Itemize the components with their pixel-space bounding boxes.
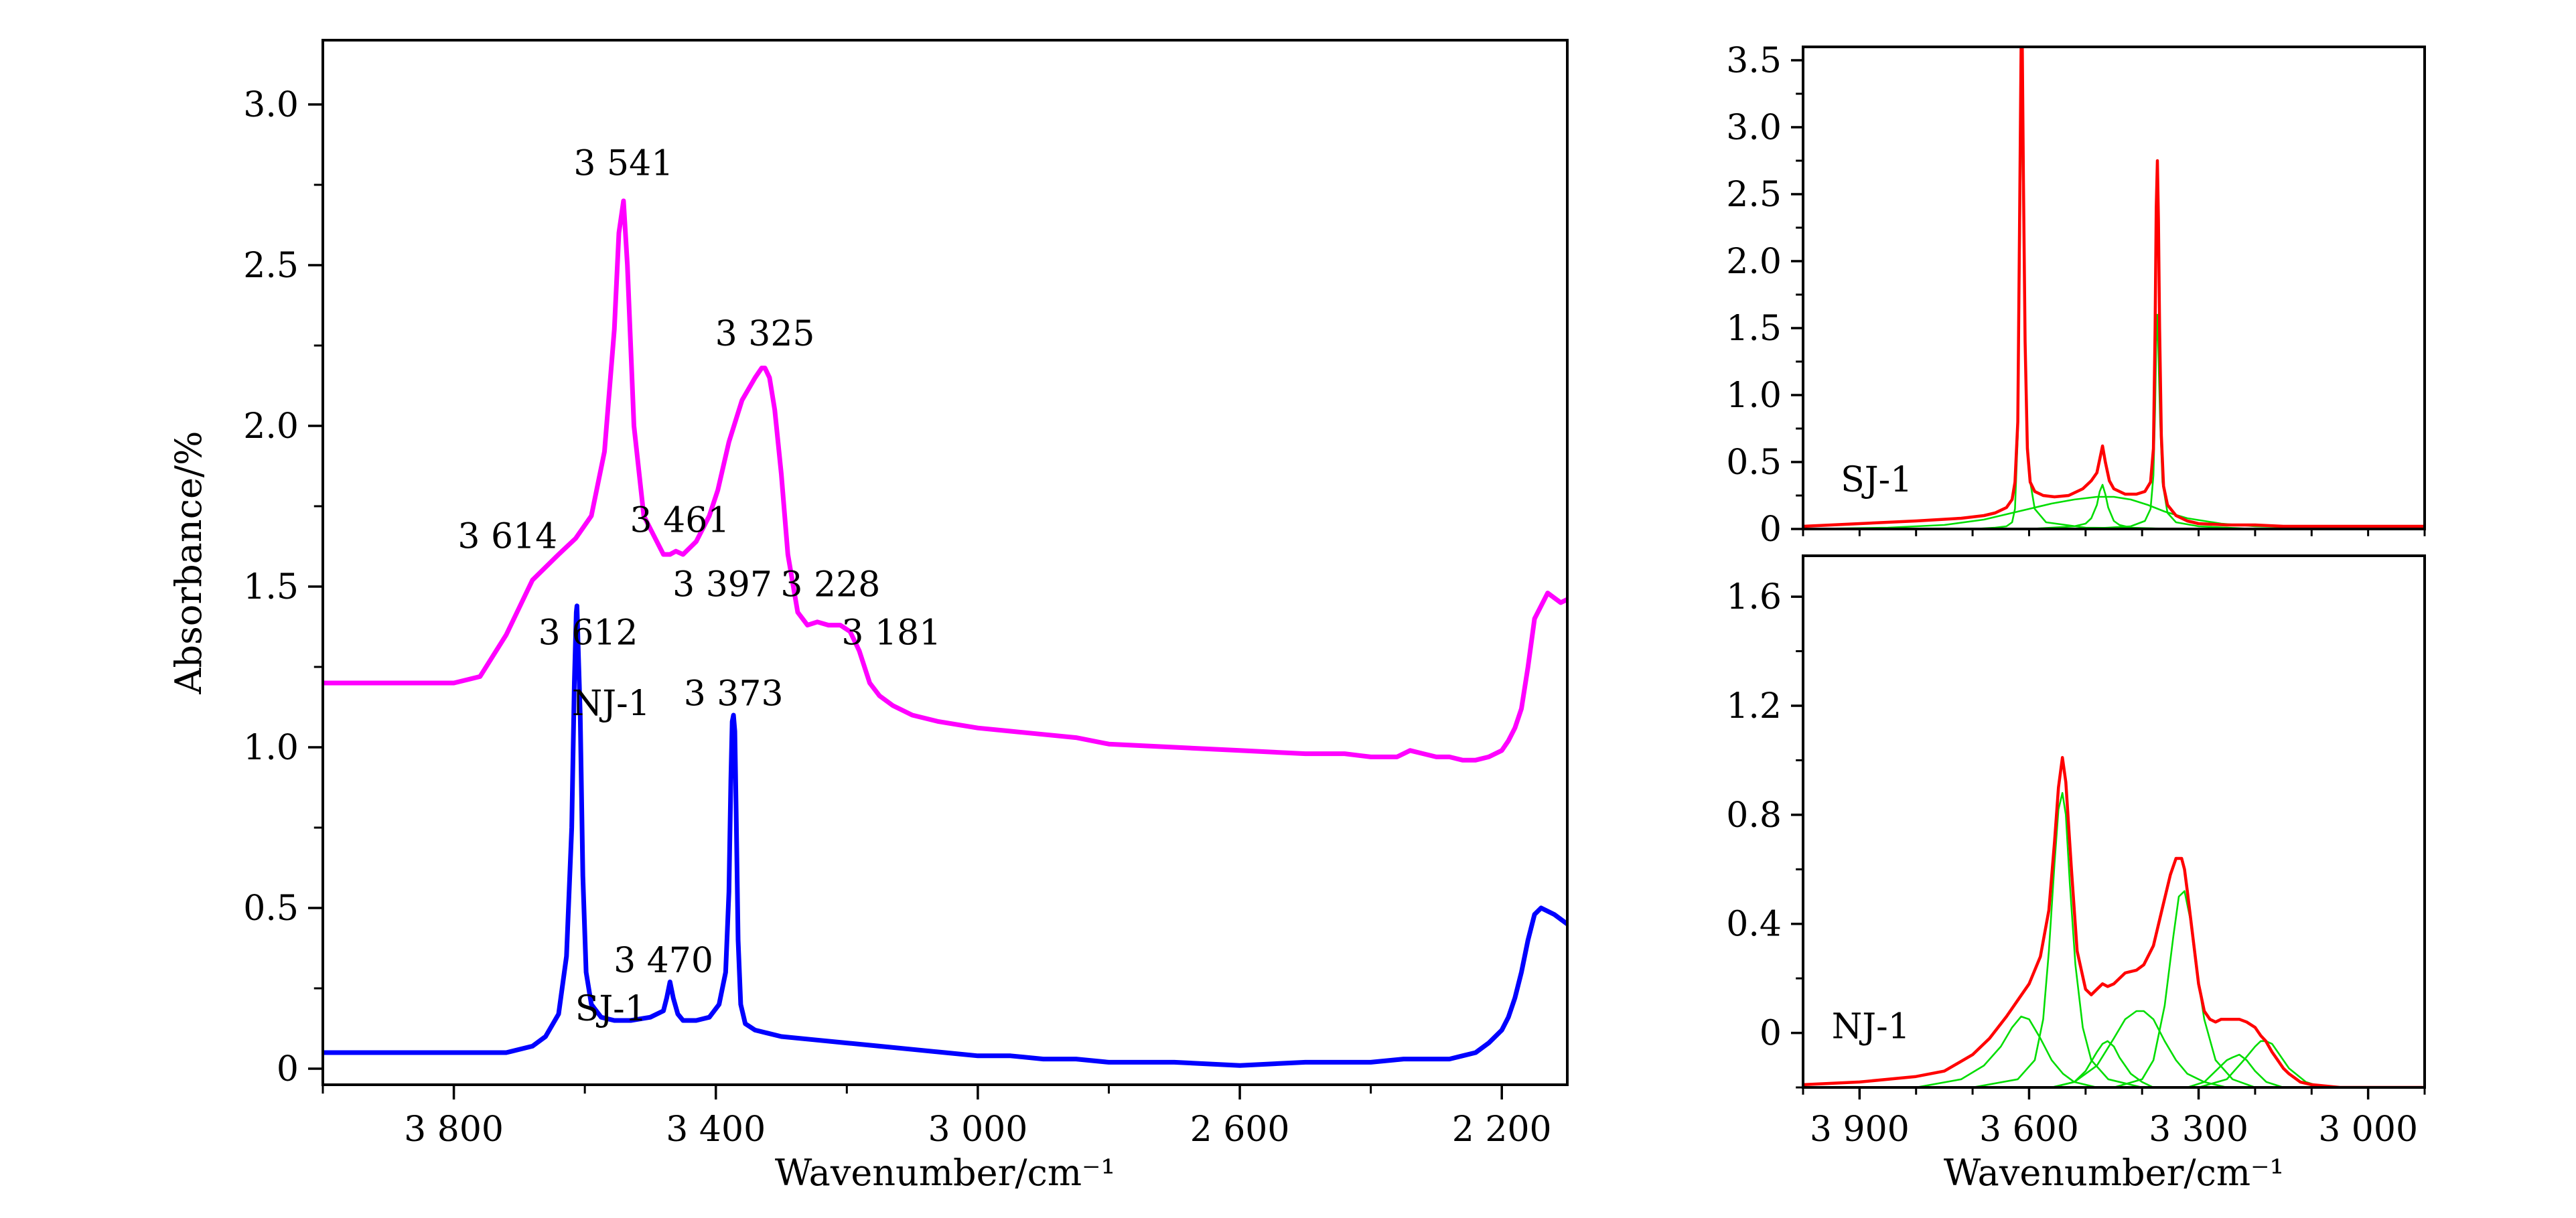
x-tick-label: 3 400 (666, 1110, 766, 1150)
nj1-fit-chart: 3 900 3 600 3 300 3 000 0 0.4 0.8 1.2 1.6 Wavenum… (1726, 554, 2426, 1194)
series-group (1803, 756, 2425, 1087)
fit-total-line (1803, 47, 2425, 528)
y-tick-label: 1.5 (243, 567, 299, 607)
y-tick-label: 0.4 (1726, 905, 1782, 945)
y-tick-label: 2.5 (1726, 175, 1782, 215)
fit-component-line (1803, 890, 2425, 1087)
fit-component-line (1803, 1015, 2425, 1087)
plot-frame (1802, 46, 2426, 530)
x-tick-label: 2 600 (1190, 1110, 1290, 1150)
plot-frame (321, 39, 1569, 1086)
y-tick-label: 2.0 (1726, 242, 1782, 282)
series-group (1803, 47, 2425, 529)
fit-component-line (1803, 791, 2425, 1087)
fit-component-line (1803, 496, 2425, 529)
y-tick-label: 1.5 (1726, 309, 1782, 349)
series-label: SJ-1 (575, 989, 647, 1029)
fit-component-line (1803, 1010, 2425, 1087)
fit-component-line (1803, 47, 2425, 529)
x-tick-label: 2 200 (1452, 1110, 1552, 1150)
fit-component-line (1803, 313, 2425, 529)
y-tick-label: 3.0 (1726, 108, 1782, 148)
peak-annotation: 3 461 (630, 500, 730, 540)
x-tick-label: 3 300 (2149, 1110, 2248, 1150)
sj1-fit-chart: 0 0.5 1.0 1.5 2.0 2.5 3.0 3.5 SJ-1 (1726, 41, 2426, 550)
y-axis-label: Absorbance/% (167, 431, 210, 695)
y-tick-label: 1.0 (1726, 376, 1782, 416)
y-tick-label: 2.0 (243, 406, 299, 447)
x-tick-label: 3 000 (2318, 1110, 2418, 1150)
x-tick-label: 3 900 (1810, 1110, 1910, 1150)
fit-component-line (1803, 1053, 2425, 1087)
series-line-nj-1 (323, 198, 1567, 763)
series-label: NJ-1 (572, 684, 650, 724)
x-tick-label: 3 600 (1979, 1110, 2079, 1150)
peak-annotation: 3 614 (457, 516, 557, 556)
x-tick-label: 3 000 (928, 1110, 1027, 1150)
peak-annotation: 3 612 (539, 613, 638, 653)
series-line-sj-1 (323, 603, 1567, 1068)
peak-annotation: 3 397 (672, 564, 772, 605)
y-tick-label: 1.0 (243, 728, 299, 768)
x-axis-label: Wavenumber/cm⁻¹ (775, 1152, 1115, 1194)
series-group (323, 198, 1567, 1068)
y-tick-label: 0 (1760, 510, 1782, 550)
y-tick-label: 0.8 (1726, 795, 1782, 836)
y-tick-label: 0 (1760, 1014, 1782, 1054)
x-tick-label: 3 800 (404, 1110, 504, 1150)
y-tick-label: 0.5 (243, 889, 299, 929)
panel-label: SJ-1 (1841, 460, 1912, 500)
main-chart: 3 800 3 400 3 000 2 600 2 200 0 0.5 1.0 1.5 2.0 2.… (167, 39, 1569, 1194)
peak-annotation: 3 325 (715, 314, 815, 354)
y-tick-label: 2.5 (243, 246, 299, 286)
x-axis-label: Wavenumber/cm⁻¹ (1944, 1152, 2284, 1194)
peak-annotation: 3 228 (780, 564, 880, 605)
peak-annotation: 3 181 (841, 613, 941, 653)
fit-total-line (1803, 756, 2425, 1087)
peak-annotation: 3 470 (614, 941, 713, 981)
y-tick-label: 1.6 (1726, 577, 1782, 617)
peak-annotation: 3 541 (573, 144, 673, 184)
plot-frame (1802, 554, 2426, 1089)
y-tick-label: 0.5 (1726, 443, 1782, 483)
y-tick-label: 1.2 (1726, 686, 1782, 727)
y-tick-label: 0 (277, 1049, 299, 1089)
y-tick-label: 3.0 (243, 85, 299, 125)
peak-annotation: 3 373 (684, 674, 784, 714)
panel-label: NJ-1 (1832, 1007, 1910, 1047)
y-tick-label: 3.5 (1726, 41, 1782, 81)
